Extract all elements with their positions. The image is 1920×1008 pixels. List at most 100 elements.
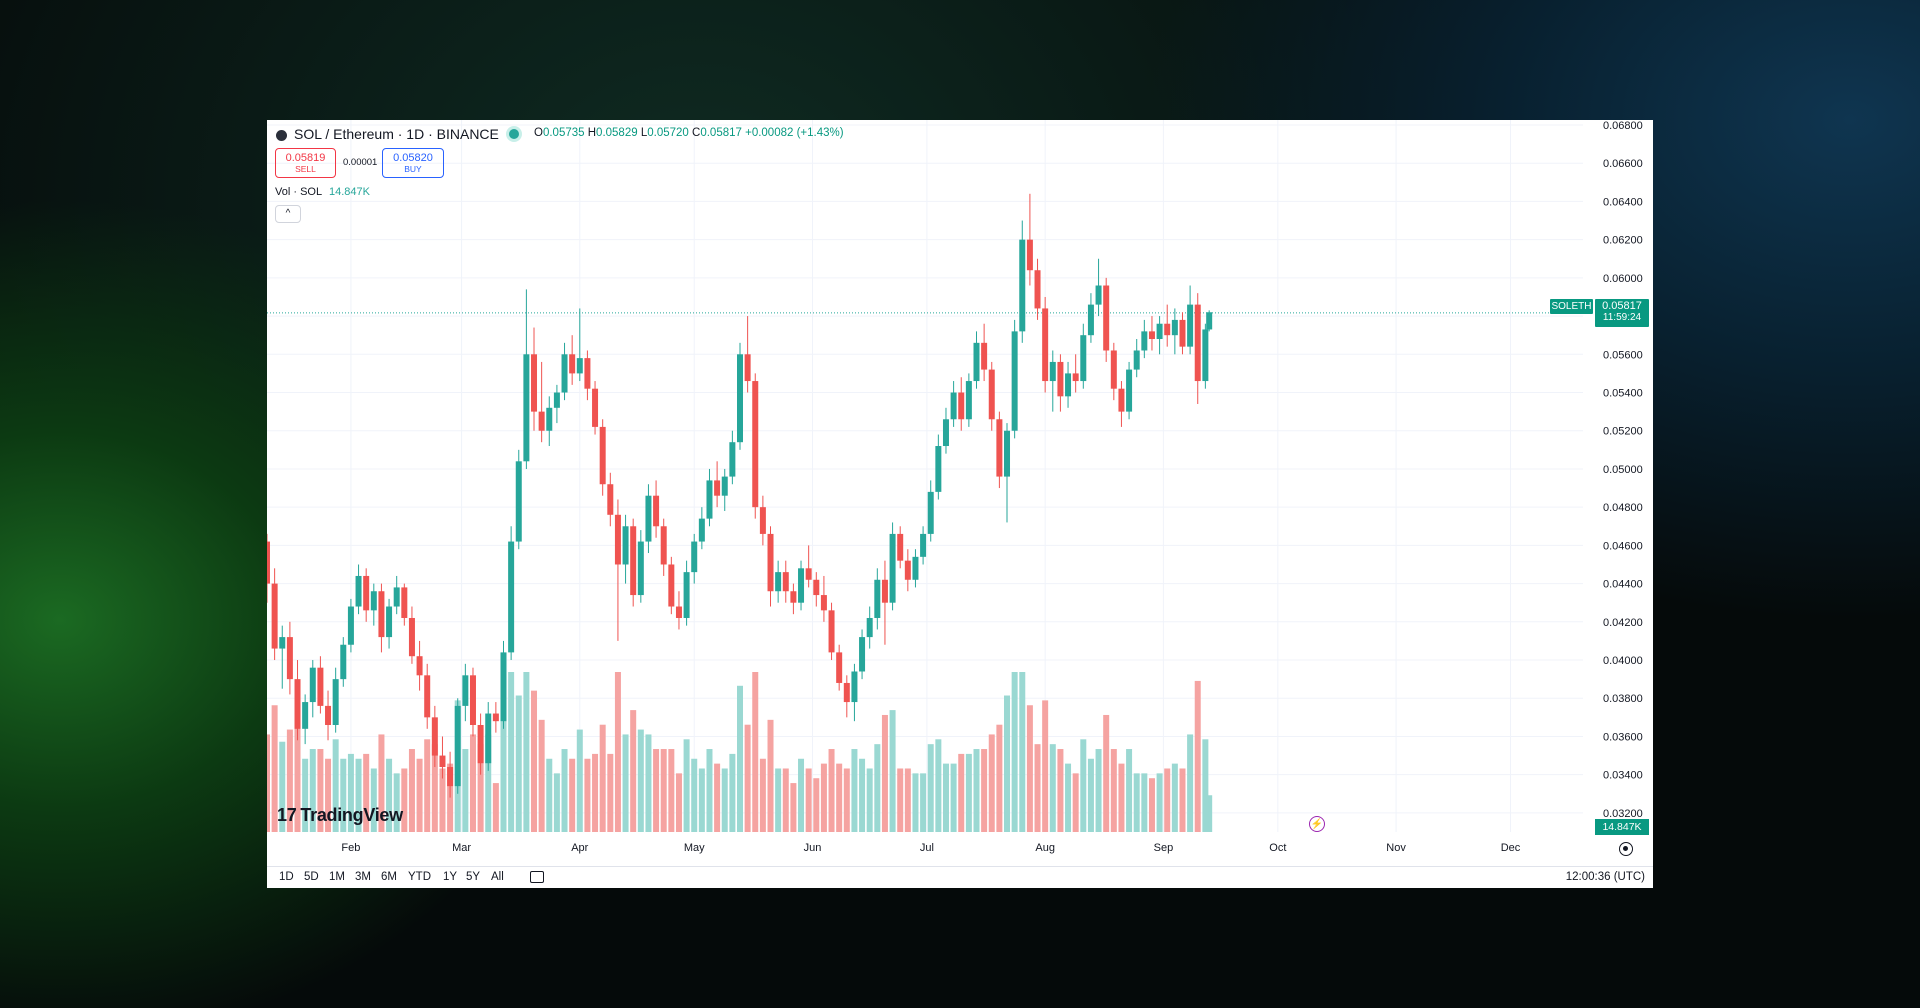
candle-body xyxy=(683,572,690,618)
candle-body xyxy=(393,587,400,607)
volume-bar xyxy=(1133,773,1140,832)
timeframe-3m[interactable]: 3M xyxy=(355,871,371,883)
volume-bar xyxy=(988,734,995,832)
candle-body xyxy=(1126,369,1133,412)
candle-body xyxy=(996,419,1003,477)
candle-body xyxy=(462,675,469,706)
candle-body xyxy=(1072,373,1079,382)
candle-body xyxy=(775,572,782,592)
candle-body xyxy=(675,606,682,618)
timeframe-5y[interactable]: 5Y xyxy=(466,871,481,883)
volume-bar xyxy=(1194,680,1201,832)
ohlc-low: 0.05720 xyxy=(647,127,689,139)
volume-bar xyxy=(1103,714,1110,832)
volume-bar xyxy=(805,768,812,832)
volume-bar xyxy=(492,783,499,832)
settings-icon[interactable] xyxy=(1619,842,1633,856)
candle-body xyxy=(485,713,492,764)
volume-bar xyxy=(1011,672,1018,832)
volume-bar xyxy=(958,753,965,832)
timeframe-all[interactable]: All xyxy=(491,871,504,883)
candle-body xyxy=(904,560,911,580)
timeframe-1d[interactable]: 1D xyxy=(279,871,294,883)
buy-button[interactable]: 0.05820 BUY xyxy=(382,148,444,178)
candle-body xyxy=(302,702,309,729)
candle-body xyxy=(531,354,538,412)
candle-body xyxy=(759,507,766,534)
volume-bar xyxy=(325,758,332,832)
last-price: 0.05817 xyxy=(1602,300,1642,312)
volume-bar xyxy=(1148,778,1155,832)
volume-bar xyxy=(439,768,446,832)
candle-body xyxy=(332,679,339,725)
candle-body xyxy=(790,591,797,603)
ohlc-open: 0.05735 xyxy=(542,127,585,139)
volume-bar xyxy=(965,753,972,832)
candle-body xyxy=(920,533,927,557)
candle-body xyxy=(1206,312,1213,330)
candle-body xyxy=(958,392,965,420)
timeframe-ytd[interactable]: YTD xyxy=(408,871,431,883)
volume-bar xyxy=(1042,700,1049,832)
timeframe-5d[interactable]: 5D xyxy=(304,871,319,883)
time-tick-label: Apr xyxy=(571,842,588,854)
ohlc-close: 0.05817 xyxy=(700,127,742,139)
lightning-icon[interactable]: ⚡ xyxy=(1309,816,1325,832)
symbol-title[interactable]: SOL / Ethereum · 1D · BINANCE xyxy=(294,126,499,142)
price-tick-label: 0.05600 xyxy=(1603,349,1643,361)
calendar-icon[interactable] xyxy=(530,871,544,883)
candle-body xyxy=(927,491,934,534)
volume-bar xyxy=(1206,795,1213,832)
candle-body xyxy=(630,526,637,596)
candle-body xyxy=(782,572,789,592)
candle-body xyxy=(645,495,652,542)
volume-bar xyxy=(996,724,1003,832)
chevron-up-icon[interactable]: ^ xyxy=(275,205,301,223)
candle-body xyxy=(447,767,454,787)
candle-body xyxy=(584,358,591,389)
chart-symbol-icon xyxy=(276,130,287,141)
price-tick-label: 0.04400 xyxy=(1603,579,1643,591)
candle-body xyxy=(317,667,324,706)
candle-body xyxy=(622,526,629,565)
candle-body xyxy=(515,461,522,542)
volume-bar xyxy=(393,773,400,832)
candle-body xyxy=(408,617,415,657)
volume-bar xyxy=(569,758,576,832)
last-price-tag: 0.05817 11:59:24 xyxy=(1595,299,1649,327)
candle-body xyxy=(1156,323,1163,340)
candle-body xyxy=(592,388,599,427)
candle-body xyxy=(691,541,698,573)
candle-body xyxy=(469,675,476,725)
sell-button[interactable]: 0.05819 SELL xyxy=(275,148,336,178)
tradingview-logo[interactable]: 17 TradingView xyxy=(277,805,403,826)
price-tick-label: 0.05000 xyxy=(1603,464,1643,476)
volume-bar xyxy=(782,768,789,832)
candle-body xyxy=(1042,308,1049,382)
candle-body xyxy=(1103,285,1110,351)
candle-body xyxy=(1095,285,1102,305)
volume-legend-label[interactable]: Vol · SOL xyxy=(275,186,323,198)
price-chart[interactable]: 0.06800 0.06600 0.06400 0.06200 0.06000 0.058… xyxy=(267,120,1653,866)
candle-body xyxy=(538,411,545,431)
volume-bar xyxy=(286,729,293,832)
time-tick-label: Sep xyxy=(1154,842,1174,854)
candle-body xyxy=(309,667,316,703)
volume-bar xyxy=(1095,749,1102,832)
volume-bar xyxy=(561,749,568,832)
timeframe-6m[interactable]: 6M xyxy=(381,871,397,883)
candle-body xyxy=(378,591,385,638)
timeframe-1y[interactable]: 1Y xyxy=(443,871,458,883)
candle-body xyxy=(477,724,484,764)
candle-body xyxy=(668,564,675,607)
timeframe-1m[interactable]: 1M xyxy=(329,871,345,883)
volume-bar xyxy=(828,749,835,832)
volume-bar xyxy=(1171,763,1178,832)
candle-body xyxy=(599,426,606,485)
candle-body xyxy=(912,556,919,580)
price-tick-label: 0.04000 xyxy=(1603,655,1643,667)
candle-body xyxy=(1194,304,1201,382)
volume-bar xyxy=(736,685,743,832)
utc-clock[interactable]: 12:00:36 (UTC) xyxy=(1565,871,1645,883)
volume-bar xyxy=(622,734,629,832)
